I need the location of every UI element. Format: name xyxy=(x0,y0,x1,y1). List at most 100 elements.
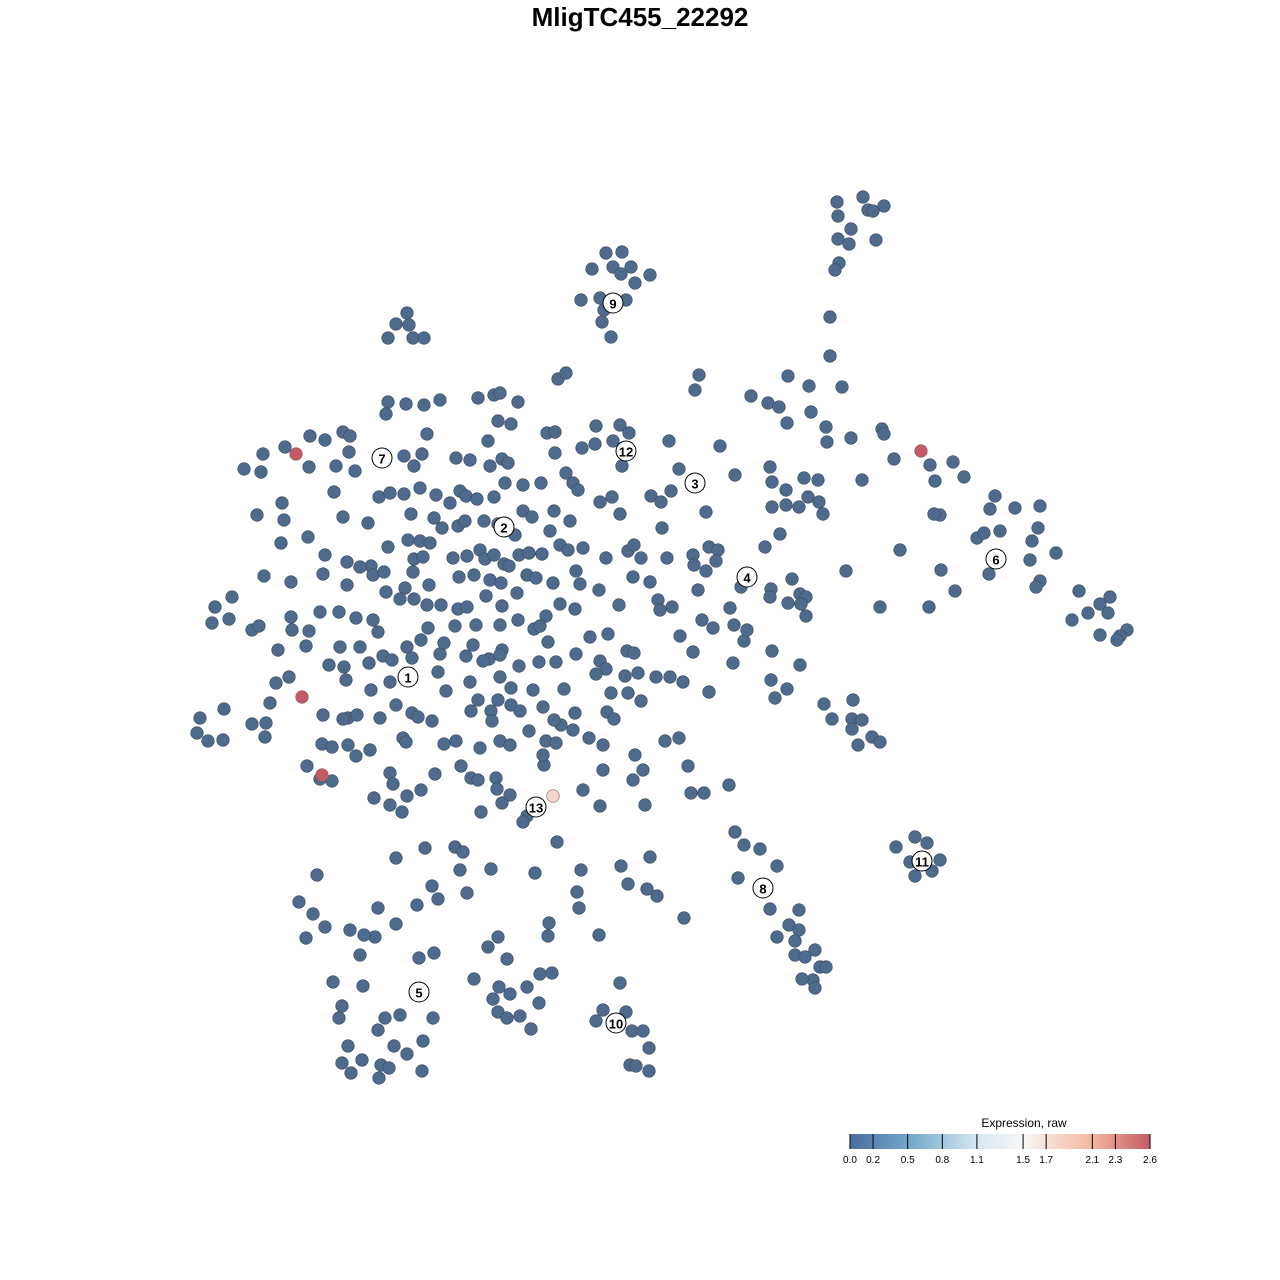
data-point xyxy=(851,738,865,752)
data-point xyxy=(494,576,508,590)
data-point xyxy=(589,667,603,681)
data-point xyxy=(423,536,437,550)
data-point xyxy=(274,536,288,550)
data-point xyxy=(470,492,484,506)
data-point xyxy=(433,393,447,407)
data-point xyxy=(355,1053,369,1067)
cluster-label-text: 11 xyxy=(915,855,929,870)
data-point xyxy=(699,564,713,578)
data-point xyxy=(479,589,493,603)
data-point xyxy=(418,841,432,855)
data-point xyxy=(816,507,830,521)
data-point xyxy=(532,655,546,669)
cluster-label-text: 8 xyxy=(759,882,766,897)
data-point xyxy=(568,706,582,720)
cluster-label-text: 10 xyxy=(609,1017,623,1032)
data-point xyxy=(263,696,277,710)
data-point xyxy=(699,505,713,519)
data-point xyxy=(792,923,806,937)
legend-title: Expression, raw xyxy=(981,1116,1067,1130)
data-point xyxy=(575,441,589,455)
data-point xyxy=(1049,546,1063,560)
data-point xyxy=(596,738,610,752)
cluster-label: 12 xyxy=(615,440,637,462)
data-point xyxy=(471,391,485,405)
cluster-label-badge xyxy=(605,1012,627,1034)
cluster-label-badge xyxy=(397,666,419,688)
data-point xyxy=(277,513,291,527)
data-point xyxy=(664,484,678,498)
data-point xyxy=(299,931,313,945)
data-point xyxy=(353,948,367,962)
data-point xyxy=(873,600,887,614)
data-point xyxy=(559,466,573,480)
data-point xyxy=(417,398,431,412)
data-point xyxy=(589,419,603,433)
data-point xyxy=(691,583,705,597)
data-point xyxy=(830,195,844,209)
data-point xyxy=(448,619,462,633)
data-point xyxy=(449,451,463,465)
data-point xyxy=(526,683,540,697)
data-point xyxy=(411,710,425,724)
data-point xyxy=(301,530,315,544)
data-point xyxy=(663,670,677,684)
cluster-label: 5 xyxy=(408,981,430,1003)
data-point xyxy=(318,920,332,934)
data-point xyxy=(592,928,606,942)
data-point xyxy=(250,508,264,522)
data-point xyxy=(785,572,799,586)
data-point xyxy=(332,605,346,619)
data-point xyxy=(1031,521,1045,535)
data-point xyxy=(673,629,687,643)
data-point xyxy=(511,613,525,627)
data-point xyxy=(493,386,507,400)
data-point xyxy=(487,548,501,562)
data-point xyxy=(516,815,530,829)
cluster-label: 1 xyxy=(397,666,419,688)
cluster-label: 9 xyxy=(602,292,624,314)
data-point xyxy=(687,558,701,572)
data-point xyxy=(486,992,500,1006)
data-point xyxy=(528,866,542,880)
data-point xyxy=(490,782,504,796)
data-point xyxy=(770,859,784,873)
data-point xyxy=(761,396,775,410)
data-point xyxy=(1101,606,1115,620)
data-point xyxy=(252,619,266,633)
data-point xyxy=(201,734,215,748)
data-point xyxy=(731,871,745,885)
data-point xyxy=(341,1039,355,1053)
data-point xyxy=(522,546,536,560)
data-point xyxy=(819,960,833,974)
data-point xyxy=(437,636,451,650)
data-point xyxy=(333,640,347,654)
data-point xyxy=(400,789,414,803)
data-point xyxy=(259,716,273,730)
data-point xyxy=(332,1011,346,1025)
data-point xyxy=(407,459,421,473)
data-point xyxy=(410,898,424,912)
data-point xyxy=(709,554,723,568)
data-point xyxy=(208,600,222,614)
data-point xyxy=(501,456,515,470)
data-point xyxy=(542,916,556,930)
data-point xyxy=(371,901,385,915)
data-point xyxy=(460,600,474,614)
data-point xyxy=(393,1008,407,1022)
data-point xyxy=(539,609,553,623)
data-point xyxy=(400,640,414,654)
data-point xyxy=(649,670,663,684)
data-point xyxy=(316,708,330,722)
data-point xyxy=(723,601,737,615)
data-point xyxy=(513,704,527,718)
data-point xyxy=(407,592,421,606)
data-point xyxy=(318,548,332,562)
data-point xyxy=(367,791,381,805)
cluster-label-badge xyxy=(985,548,1007,570)
data-point xyxy=(329,459,343,473)
data-point xyxy=(459,489,473,503)
data-point xyxy=(535,547,549,561)
data-point xyxy=(922,600,936,614)
data-point xyxy=(665,600,679,614)
